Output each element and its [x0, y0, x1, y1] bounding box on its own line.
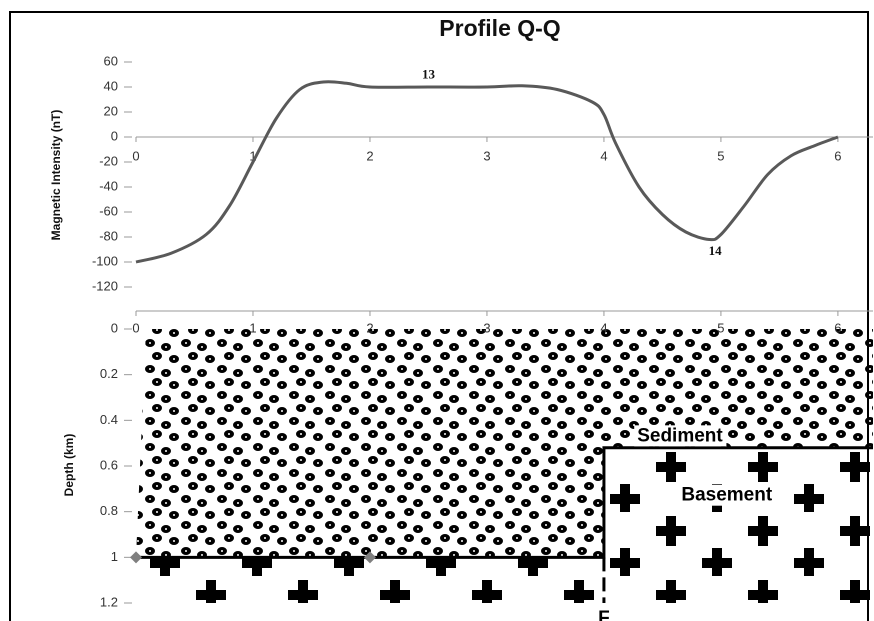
x-tick-label: 5	[717, 320, 724, 335]
x-tick-label: 3	[483, 148, 490, 163]
annotation: 13	[422, 67, 436, 82]
chart-title: Profile Q-Q	[439, 15, 560, 41]
y-tick-label: 0	[111, 320, 118, 335]
data-line	[135, 80, 839, 264]
frame	[9, 11, 869, 621]
annotation: F	[598, 608, 610, 621]
annotation: Basement	[681, 485, 772, 506]
y-tick-label: 40	[104, 78, 118, 93]
x-tick-label: 4	[600, 148, 607, 163]
x-tick-label: 3	[483, 320, 490, 335]
y-axis-label: Magnetic Intensity (nT)	[49, 110, 63, 241]
y-tick-label: 1	[111, 549, 118, 564]
y-tick-label: 0	[111, 128, 118, 143]
x-tick-label: 2	[366, 148, 373, 163]
marker	[130, 551, 142, 564]
x-tick-label: 6	[834, 148, 841, 163]
annotation: 14	[709, 243, 723, 258]
annotation: Sediment	[637, 425, 723, 446]
y-tick-label: 0.2	[100, 366, 118, 381]
y-axis-label: Depth (km)	[62, 434, 76, 497]
x-tick-label: 4	[600, 320, 607, 335]
y-tick-label: 20	[104, 103, 118, 118]
x-tick-label: 1	[249, 320, 256, 335]
x-tick-label: 6	[834, 320, 841, 335]
label-bg	[634, 425, 727, 447]
y-tick-label: -100	[92, 253, 118, 268]
y-tick-label: 0.8	[100, 503, 118, 518]
y-tick-label: 1.2	[100, 594, 118, 609]
y-tick-label: -40	[99, 178, 118, 193]
y-tick-label: -80	[99, 228, 118, 243]
y-tick-label: 0.4	[100, 412, 118, 427]
x-tick-label: 2	[366, 320, 373, 335]
y-tick-label: 60	[104, 53, 118, 68]
x-tick-label: 0	[132, 320, 139, 335]
y-tick-label: -20	[99, 153, 118, 168]
y-tick-label: 0.6	[100, 457, 118, 472]
x-tick-label: 5	[717, 148, 724, 163]
marker	[363, 551, 376, 564]
label-bg	[678, 484, 776, 506]
x-tick-label: 1	[249, 148, 256, 163]
x-tick-label: 0	[132, 148, 139, 163]
y-tick-label: -60	[99, 203, 118, 218]
y-tick-label: -120	[92, 278, 118, 293]
